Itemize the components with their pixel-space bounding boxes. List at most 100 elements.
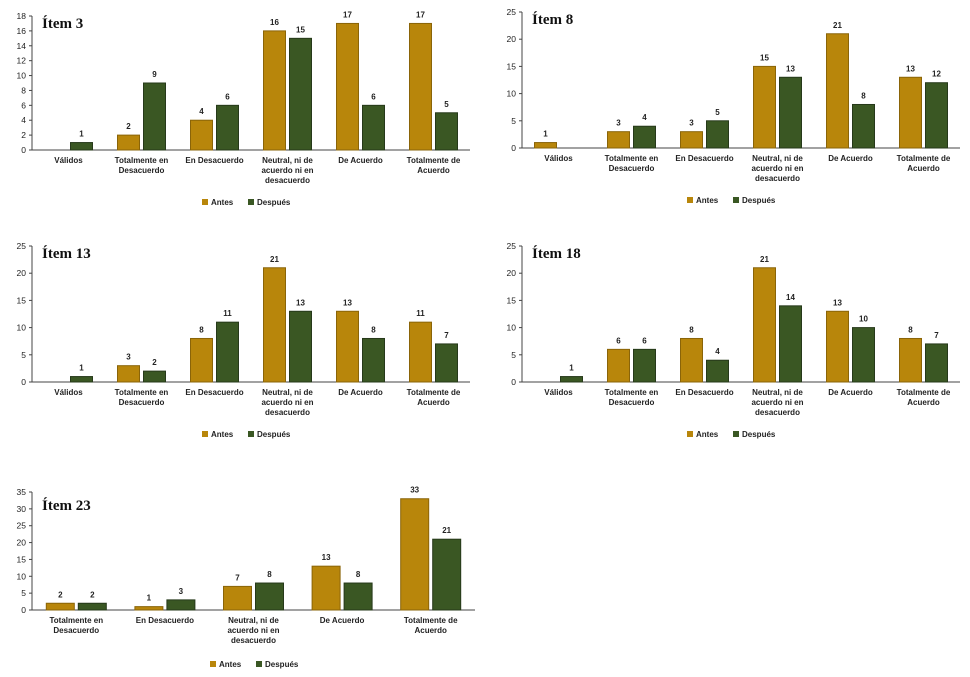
x-category-label: Totalmente de Acuerdo [897, 154, 951, 173]
y-tick-label: 30 [17, 504, 27, 514]
data-label: 6 [225, 92, 230, 101]
y-tick-label: 15 [17, 554, 27, 564]
x-category-label: Totalmente en Desacuerdo [115, 156, 169, 175]
x-category-line: Válidos [54, 388, 83, 397]
y-tick-label: 20 [17, 268, 27, 278]
x-category-line: Totalmente de [404, 616, 458, 625]
bar-antes [899, 337, 922, 383]
legend-swatch-despues [733, 197, 739, 203]
x-category-line: Totalmente de [897, 388, 951, 397]
x-category-line: Totalmente en [605, 154, 659, 163]
bar-antes [826, 33, 849, 149]
data-label: 10 [859, 315, 868, 324]
y-tick-label: 5 [21, 350, 26, 360]
data-label: 8 [356, 570, 361, 579]
chart-title: Ítem 13 [42, 245, 91, 262]
y-tick-label: 16 [17, 26, 27, 36]
x-category-line: En Desacuerdo [185, 156, 243, 165]
bar-despues [435, 112, 458, 151]
y-tick-label: 10 [17, 71, 27, 81]
chart-title: Ítem 18 [532, 245, 581, 262]
legend: Antes Después [202, 198, 291, 207]
x-category-label: Totalmente en Desacuerdo [115, 388, 169, 407]
bar-antes [263, 30, 286, 151]
x-category-line: Totalmente en [605, 388, 659, 397]
bar-antes [409, 321, 432, 383]
y-tick-label: 4 [21, 115, 26, 125]
legend-swatch-antes [687, 197, 693, 203]
x-category-line: Neutral, ni de [228, 616, 279, 625]
data-label: 13 [906, 64, 915, 73]
bar-despues [362, 104, 385, 151]
y-tick-label: 10 [17, 323, 27, 333]
y-tick-label: 12 [17, 56, 27, 66]
y-tick-label: 5 [511, 116, 516, 126]
y-tick-label: 25 [17, 241, 27, 251]
bar-antes [899, 76, 922, 149]
bar-antes [336, 310, 359, 383]
y-tick-label: 25 [507, 7, 517, 17]
y-tick-label: 10 [507, 89, 517, 99]
data-label: 2 [90, 590, 95, 599]
data-label: 15 [760, 53, 769, 62]
x-category-label: Neutral, ni de acuerdo ni en desacuerdo [261, 388, 313, 417]
x-category-label: Neutral, ni de acuerdo ni en desacuerdo [261, 156, 313, 185]
bar-despues [216, 104, 239, 151]
x-category-label: Totalmente de Acuerdo [404, 616, 458, 635]
bar-despues [343, 582, 373, 611]
legend-label-despues: Después [742, 430, 776, 439]
y-tick-label: 10 [17, 571, 27, 581]
y-tick-label: 2 [21, 130, 26, 140]
bar-despues [143, 82, 166, 151]
x-category-label: Neutral, ni de acuerdo ni en desacuerdo [751, 388, 803, 417]
bar-antes [680, 131, 703, 149]
data-label: 2 [58, 590, 63, 599]
legend-label-antes: Antes [219, 660, 242, 669]
bar-despues [70, 142, 93, 151]
data-label: 8 [371, 325, 376, 334]
legend-label-despues: Después [265, 660, 299, 669]
x-category-label: Totalmente de Acuerdo [407, 388, 461, 407]
x-category-label: Válidos [54, 388, 83, 397]
data-label: 13 [786, 64, 795, 73]
bar-antes [753, 65, 776, 149]
bar-despues [560, 376, 583, 383]
legend-swatch-antes [202, 431, 208, 437]
x-category-label: De Acuerdo [828, 388, 873, 397]
x-category-label: De Acuerdo [828, 154, 873, 163]
data-label: 4 [715, 347, 720, 356]
x-category-line: De Acuerdo [338, 156, 383, 165]
x-category-line: Totalmente en [49, 616, 103, 625]
x-category-line: desacuerdo [755, 408, 800, 417]
data-label: 1 [79, 364, 84, 373]
bar-despues [706, 120, 729, 149]
legend-label-antes: Antes [696, 196, 719, 205]
bar-antes [607, 131, 630, 149]
y-tick-label: 18 [17, 11, 27, 21]
x-category-label: Totalmente de Acuerdo [897, 388, 951, 407]
data-label: 17 [416, 10, 425, 19]
bar-antes [336, 22, 359, 151]
bar-despues [633, 125, 656, 149]
legend-swatch-antes [687, 431, 693, 437]
data-label: 12 [932, 70, 941, 79]
legend-swatch-despues [248, 199, 254, 205]
x-category-line: Neutral, ni de [262, 388, 313, 397]
data-label: 8 [861, 91, 866, 100]
y-tick-label: 15 [17, 295, 27, 305]
x-category-label: Válidos [544, 388, 573, 397]
x-category-line: Válidos [544, 388, 573, 397]
y-tick-label: 8 [21, 85, 26, 95]
x-category-line: De Acuerdo [828, 388, 873, 397]
bar-antes [117, 365, 140, 383]
data-label: 7 [444, 331, 449, 340]
bar-chart-4: 0 5 10 15 20 25 Ítem 18 1 Válidos 6 6 Totalmente en… [507, 241, 960, 439]
bar-despues [633, 348, 656, 383]
data-label: 21 [760, 255, 769, 264]
data-label: 8 [689, 325, 694, 334]
y-tick-label: 25 [507, 241, 517, 251]
x-category-label: En Desacuerdo [185, 388, 243, 397]
data-label: 11 [223, 309, 232, 318]
bar-despues [779, 76, 802, 149]
